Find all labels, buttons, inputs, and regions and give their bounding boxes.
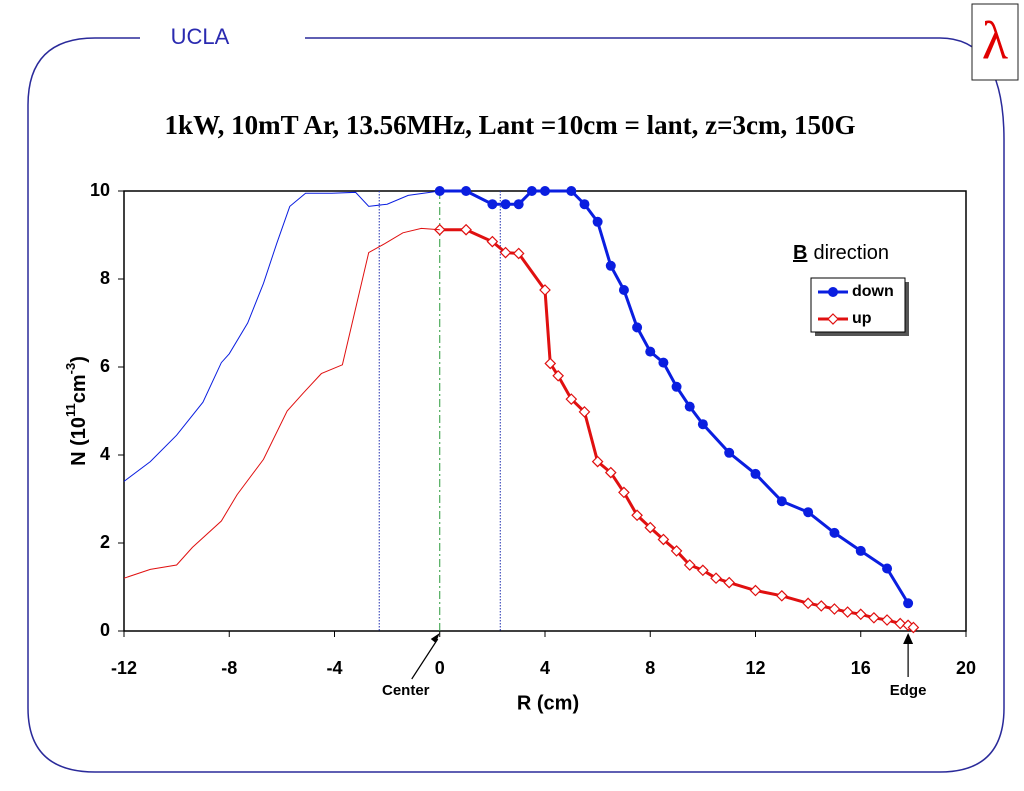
data-point [882,563,893,574]
legend-box [810,277,906,333]
annotation-text: Edge [890,682,927,699]
data-point [604,466,617,479]
data-point [565,393,578,405]
data-point [579,199,590,210]
y-tick-label: 6 [100,356,110,376]
y-tick-label: 2 [100,532,110,552]
plot-area [123,190,967,632]
data-point [539,284,551,296]
data-point [802,597,814,610]
x-tick-label: 8 [645,658,655,678]
x-tick-label: -4 [326,658,342,678]
data-point [803,507,814,518]
x-tick-label: 4 [540,658,550,678]
data-point [566,186,577,196]
data-point [683,559,696,571]
x-tick-label: 20 [956,658,976,678]
data-point [512,247,525,260]
data-point [618,486,630,499]
y-tick-label: 8 [100,268,110,288]
data-point [710,572,722,585]
data-point [487,199,498,210]
data-point [855,545,866,556]
y-axis-label: N (1011cm-3) [63,356,90,466]
data-point [605,260,616,271]
data-point [540,186,550,196]
data-point [854,608,867,621]
data-point [499,246,512,259]
y-label-sup: -3 [63,363,78,375]
data-point [723,576,736,589]
data-point [486,235,499,248]
y-tick-label: 4 [100,444,110,464]
logo: λ [982,10,1008,70]
data-point [526,186,537,196]
data-point [632,322,643,333]
legend-marker [828,287,838,297]
x-tick-label: 0 [435,658,445,678]
y-label-part: ) [68,356,90,363]
x-tick-label: -8 [221,658,237,678]
legend-title-rest: direction [813,242,889,264]
data-point [724,447,735,458]
data-point [591,455,604,468]
legend-label: down [852,283,894,300]
data-point [828,603,841,615]
data-point [657,533,670,546]
arrow-head [903,633,914,644]
data-point [631,509,643,522]
data-point [903,598,914,609]
chart-title: 1kW, 10mT Ar, 13.56MHz, Lant =10cm = lan… [165,110,856,140]
legend-label: up [852,310,872,327]
y-label-part: cm [68,374,90,403]
series-line [123,227,440,579]
org-name: UCLA [171,24,230,49]
data-point [775,589,788,602]
x-axis-label: R (cm) [517,692,579,714]
data-point [829,527,840,538]
data-point [697,419,708,430]
y-label-sup: 11 [63,403,78,417]
data-point [881,614,893,626]
data-point [544,357,557,370]
legend-marker [827,313,839,325]
arrow-head [430,633,440,643]
annotation-arrow [411,638,439,680]
data-point [749,584,762,597]
data-point [815,600,828,612]
logo-box [971,3,1019,81]
data-point [658,357,669,368]
data-point [552,369,565,382]
data-point [644,521,657,534]
data-point [776,496,787,507]
data-point [645,346,656,357]
data-point [618,285,629,295]
x-tick-label: -12 [111,658,137,678]
data-point [684,401,695,412]
data-point [592,216,603,227]
data-point [750,468,761,479]
y-tick-label: 10 [90,180,110,200]
data-point [500,199,511,210]
annotation-text: Center [382,682,430,699]
x-tick-label: 12 [745,658,765,678]
data-point [697,564,709,577]
data-point [513,199,524,210]
data-point [670,545,683,557]
data-point [460,223,472,236]
series-line [123,190,440,482]
y-tick-label: 0 [100,620,110,640]
data-point [841,606,854,618]
x-tick-label: 16 [851,658,871,678]
data-point [578,406,591,418]
data-point [907,621,920,634]
legend-title-b: B [793,242,807,264]
data-point [868,611,880,624]
y-label-part: N (10 [68,417,90,466]
data-point [671,381,682,392]
data-point [461,186,472,196]
data-point [894,617,907,630]
